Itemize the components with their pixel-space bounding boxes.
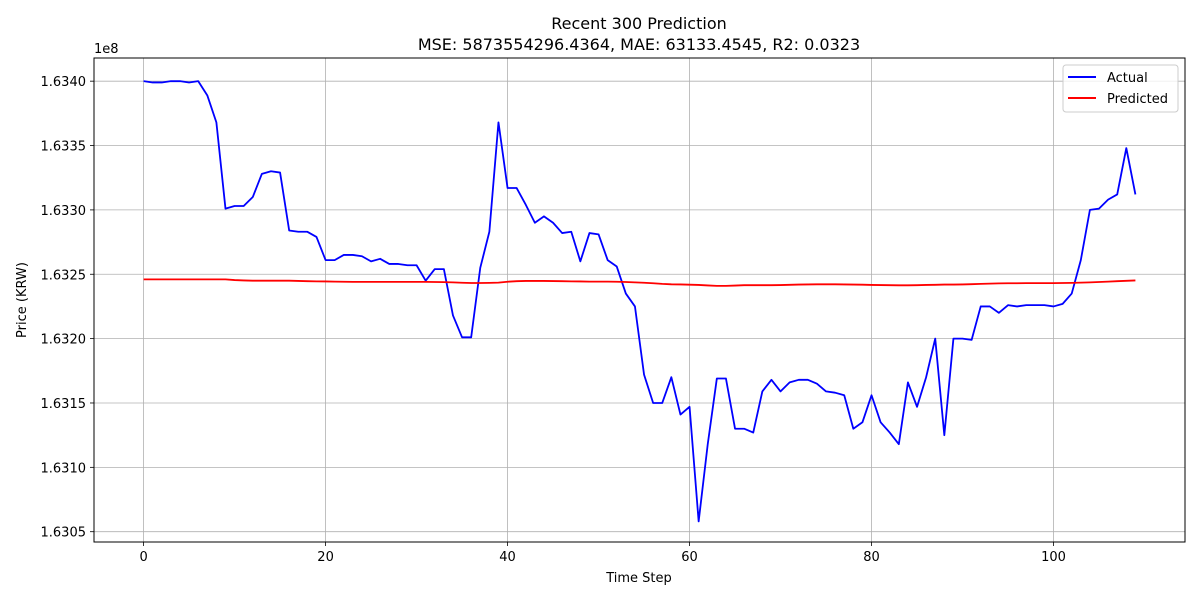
y-tick-label: 1.6330 [41,204,87,219]
x-axis-ticks: 0 20 40 60 80 100 [139,542,1066,565]
y-tick-label: 1.6305 [41,526,87,541]
series-lines [143,80,1137,523]
y-tick-label: 1.6320 [41,333,87,348]
chart-title: Recent 300 Prediction [551,14,727,33]
x-tick-label: 40 [499,550,516,565]
legend: Actual Predicted [1062,64,1179,113]
grid [94,58,1185,542]
y-tick-label: 1.6335 [41,140,87,155]
x-tick-label: 20 [317,550,334,565]
y-tick-label: 1.6340 [41,75,87,90]
x-tick-label: 60 [681,550,698,565]
y-tick-label: 1.6315 [41,397,87,412]
y-axis-ticks: 1.6305 1.6310 1.6315 1.6320 1.6325 1.6330 1.63… [41,75,94,541]
plot-area [94,58,1185,542]
x-axis-label: Time Step [605,571,672,586]
legend-label-predicted: Predicted [1107,92,1168,107]
chart-subtitle: MSE: 5873554296.4364, MAE: 63133.4545, R… [418,35,860,54]
x-tick-label: 0 [139,550,147,565]
y-tick-label: 1.6325 [41,268,87,283]
legend-label-actual: Actual [1107,71,1148,86]
y-offset-label: 1e8 [94,42,119,57]
series-line-actual [143,80,1137,523]
plot-frame [93,57,1186,543]
y-tick-label: 1.6310 [41,461,87,476]
x-tick-label: 80 [863,550,880,565]
y-axis-label: Price (KRW) [15,262,30,338]
x-tick-label: 100 [1041,550,1066,565]
series-line-predicted [143,278,1136,287]
